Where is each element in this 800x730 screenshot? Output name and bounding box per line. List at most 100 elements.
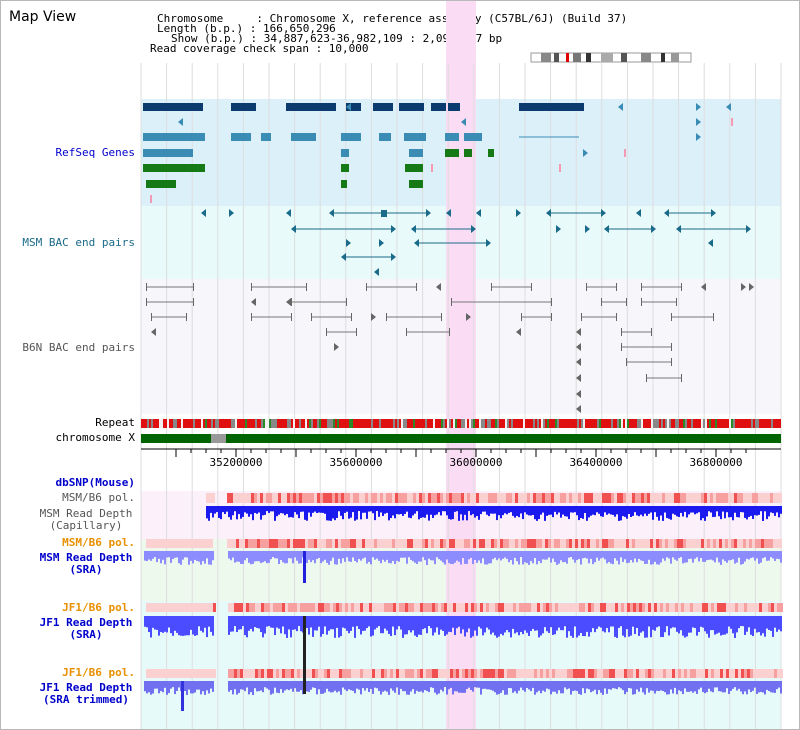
msm-sra-depth-bar <box>238 551 240 562</box>
msm-capillary-depth-bar <box>742 506 744 513</box>
msm-sra-pol-cell <box>431 539 434 548</box>
jf1-trim-depth-bar <box>484 681 486 689</box>
jf1-sra-depth-bar <box>606 616 608 629</box>
jf1-trim-depth-bar <box>544 681 546 692</box>
jf1-trim-depth-bar <box>490 681 492 690</box>
msm-sra-depth-bar <box>324 551 326 560</box>
msm-capillary-depth-bar <box>688 506 690 515</box>
repeat-segment <box>661 419 663 428</box>
msm-capillary-depth-bar <box>344 506 346 513</box>
msm-sra-depth-bar <box>758 551 760 564</box>
msm-sra-depth-bar <box>678 551 680 559</box>
jf1-trim-pol-cell <box>606 669 609 678</box>
gene-strand-arrow <box>346 103 351 111</box>
msm-sra-depth-bar <box>198 551 200 562</box>
jf1-trim-pol-cell <box>780 669 783 678</box>
jf1-trim-depth-bar <box>454 681 456 692</box>
jf1-sra-depth-bar <box>426 616 428 634</box>
msm-capillary-depth-bar <box>298 506 300 519</box>
msm-capillary-pol-cell <box>299 493 302 503</box>
msm-bac-end <box>411 225 416 233</box>
jf1-trim-pol-cell <box>582 669 585 678</box>
repeat-segment <box>717 419 719 428</box>
msm-capillary-depth-bar <box>520 506 522 514</box>
msm-sra-pol-cell <box>512 539 515 548</box>
jf1-sra-depth-bar <box>520 616 522 632</box>
jf1-trim-depth-bar <box>648 681 650 693</box>
msm-sra-depth-bar <box>418 551 420 562</box>
jf1-sra-pol-cell <box>519 603 522 612</box>
msm-sra-pol-cell <box>614 539 617 548</box>
jf1-sra-pol-cell <box>258 603 261 612</box>
msm-capillary-depth-bar <box>476 506 478 517</box>
msm-capillary-depth-bar <box>756 506 758 516</box>
msm-sra-depth-bar <box>586 551 588 559</box>
repeat-segment <box>237 419 239 428</box>
jf1-sra-pol-cell <box>486 603 489 612</box>
jf1-sra-depth-bar <box>468 616 470 629</box>
msm-capillary-pol-cell <box>572 493 575 503</box>
repeat-segment <box>283 419 285 428</box>
jf1-trim-depth-bar <box>758 681 760 693</box>
jf1-sra-pol-cell <box>279 603 282 612</box>
b6n-bac-end <box>576 358 581 366</box>
jf1-trim-depth-bar <box>386 681 388 692</box>
repeat-segment <box>271 419 273 428</box>
msm-sra-depth-bar <box>404 551 406 558</box>
ideogram-band <box>566 53 569 62</box>
msm-capillary-depth-bar <box>254 506 256 513</box>
msm-capillary-pol-cell <box>635 493 638 503</box>
repeat-segment <box>769 419 771 428</box>
jf1-sra-pol-cell <box>276 603 279 612</box>
jf1-sra-depth-bar <box>716 616 718 634</box>
repeat-segment <box>361 419 363 428</box>
jf1-sra-pol-cell <box>426 603 429 612</box>
jf1-trim-depth-bar <box>324 681 326 693</box>
msm-sra-depth-bar <box>444 551 446 565</box>
msm-capillary-pol-cell <box>440 493 443 503</box>
msm-capillary-pol-cell <box>737 493 740 503</box>
jf1-trim-pol-cell <box>357 669 360 678</box>
jf1-trim-pol-cell <box>534 669 537 678</box>
msm-sra-depth-bar <box>748 551 750 560</box>
jf1-trim-depth-bar <box>596 681 598 695</box>
msm-capillary-pol-cell <box>677 493 680 503</box>
msm-capillary-depth-bar <box>714 506 716 517</box>
jf1-trim-pol-cell <box>441 669 444 678</box>
b6n-bac-end <box>251 298 256 306</box>
msm-capillary-depth-bar <box>446 506 448 516</box>
jf1-sra-depth-bar <box>524 616 526 631</box>
jf1-trim-depth-bar <box>610 681 612 690</box>
jf1-trim-pol-cell <box>327 669 330 678</box>
repeat-segment <box>317 419 319 428</box>
repeat-segment <box>171 419 173 428</box>
jf1-trim-depth-bar <box>160 681 162 692</box>
jf1-sra-depth-bar <box>404 616 406 635</box>
jf1-trim-depth-bar <box>488 681 490 690</box>
msm-capillary-pol-cell <box>512 493 515 503</box>
jf1-trim-pol-cell <box>561 669 564 678</box>
msm-capillary-depth-bar <box>270 506 272 512</box>
msm-sra-depth-bar <box>454 551 456 563</box>
msm-sra-depth-bar <box>738 551 740 558</box>
msm-sra-pol-cell <box>704 539 707 548</box>
msm-capillary-depth-bar <box>428 506 430 521</box>
b6n-bac-end <box>586 283 587 291</box>
msm-capillary-depth-bar <box>690 506 692 513</box>
msm-sra-depth-bar <box>718 551 720 563</box>
jf1-sra-pol-cell <box>537 603 540 612</box>
msm-capillary-pol-cell <box>227 493 230 503</box>
jf1-sra-depth-bar <box>178 616 180 636</box>
msm-sra-depth-bar <box>722 551 724 560</box>
jf1-sra-depth-bar <box>198 616 200 627</box>
b6n-bac-end <box>306 283 307 291</box>
msm-capillary-pol-cell <box>608 493 611 503</box>
jf1-trim-pol-cell <box>294 669 297 678</box>
msm-capillary-depth-bar <box>410 506 412 519</box>
gene-strand-arrow <box>696 118 701 126</box>
jf1-sra-depth-bar <box>354 616 356 638</box>
b6n-bac-end <box>291 313 292 321</box>
b6n-bac-end <box>531 283 532 291</box>
msm-sra-pol-cell <box>428 539 431 548</box>
